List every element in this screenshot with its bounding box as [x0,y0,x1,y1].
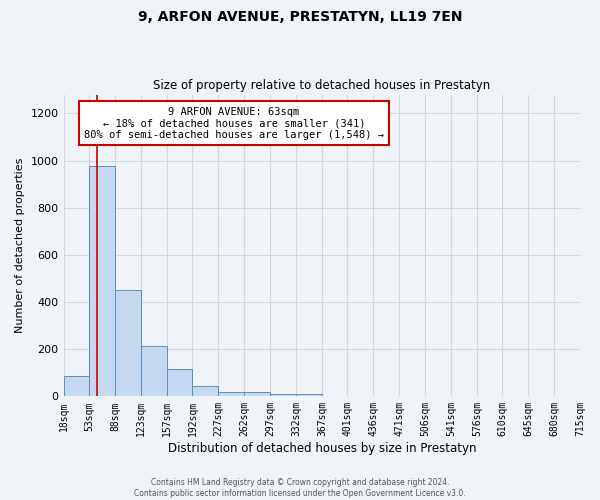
Bar [64,376,89,396]
Bar [167,369,193,396]
X-axis label: Distribution of detached houses by size in Prestatyn: Distribution of detached houses by size … [167,442,476,455]
Bar [89,166,115,396]
Bar [244,392,270,396]
Text: 9, ARFON AVENUE, PRESTATYN, LL19 7EN: 9, ARFON AVENUE, PRESTATYN, LL19 7EN [138,10,462,24]
Text: Contains HM Land Registry data © Crown copyright and database right 2024.
Contai: Contains HM Land Registry data © Crown c… [134,478,466,498]
Bar [142,346,167,397]
Bar [193,386,218,396]
Bar [115,290,142,397]
Text: 9 ARFON AVENUE: 63sqm
← 18% of detached houses are smaller (341)
80% of semi-det: 9 ARFON AVENUE: 63sqm ← 18% of detached … [84,106,384,140]
Bar [270,394,296,396]
Bar [296,394,322,396]
Bar [218,392,244,396]
Y-axis label: Number of detached properties: Number of detached properties [15,158,25,333]
Title: Size of property relative to detached houses in Prestatyn: Size of property relative to detached ho… [153,79,490,92]
